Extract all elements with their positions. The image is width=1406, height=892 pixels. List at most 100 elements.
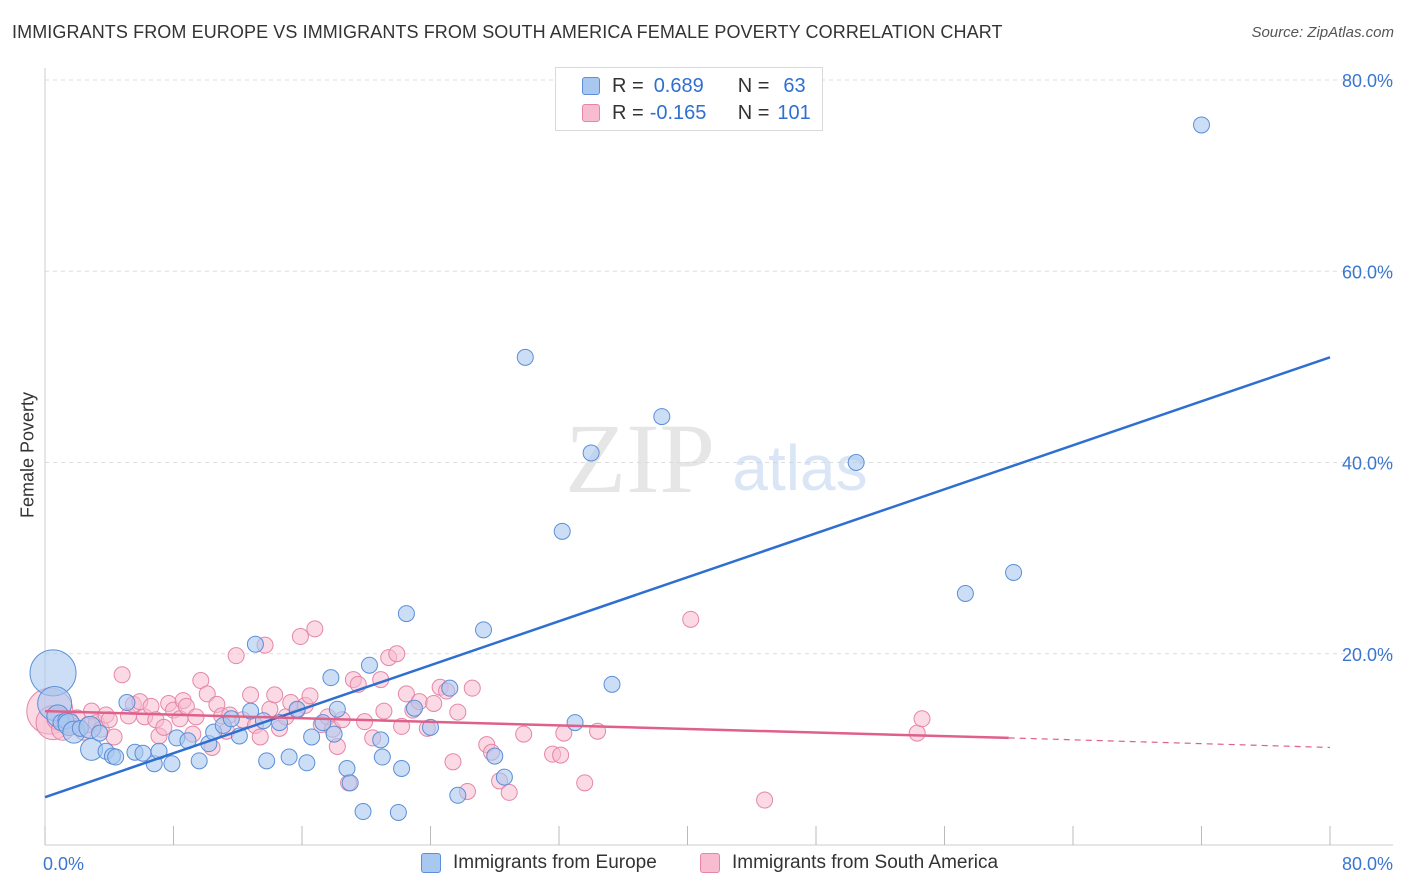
y-tick-label: 40.0%: [1342, 454, 1393, 474]
legend-item-south-america: Immigrants from South America: [700, 852, 998, 874]
r-label: R =: [612, 101, 644, 124]
south-america-point: [756, 791, 774, 809]
south-america-point: [251, 728, 269, 746]
europe-point: [389, 803, 407, 821]
europe-point: [847, 454, 865, 471]
legend-row-south-america: R = -0.165 N = 101: [582, 100, 811, 126]
n-label: N =: [737, 74, 770, 97]
n-value: 63: [783, 74, 806, 97]
south-america-point: [356, 713, 374, 731]
south-america-point: [301, 687, 319, 705]
south-america-point: [515, 725, 533, 743]
n-label: N =: [737, 101, 770, 124]
europe-point: [322, 669, 340, 687]
south-america-point: [227, 647, 245, 665]
south-america-point: [375, 702, 393, 720]
europe-point: [393, 760, 411, 777]
europe-point: [372, 731, 390, 749]
south-america-trend-extension: [1008, 737, 1331, 749]
south-america-point: [576, 774, 594, 792]
x-tick-label: 80.0%: [1342, 854, 1393, 874]
europe-point: [91, 724, 109, 742]
y-tick-label: 80.0%: [1342, 71, 1393, 91]
europe-point: [242, 702, 260, 720]
south-america-point: [444, 753, 462, 771]
legend-row-europe: R = 0.689 N = 63: [582, 73, 806, 99]
europe-point: [495, 768, 513, 786]
europe-points-layer: [29, 116, 1210, 821]
watermark: ZIP atlas: [565, 403, 868, 514]
south-america-legend-label: Immigrants from South America: [732, 852, 999, 873]
europe-point: [341, 774, 359, 792]
europe-point: [246, 635, 264, 653]
south-america-point: [306, 620, 324, 638]
europe-legend-label: Immigrants from Europe: [453, 852, 657, 873]
south-america-point: [105, 728, 123, 746]
n-value: 101: [777, 101, 811, 124]
south-america-point: [500, 783, 518, 801]
europe-swatch: [582, 77, 600, 95]
south-america-trend-line: [44, 709, 1009, 740]
correlation-legend: R = 0.689 N = 63 R = -0.165 N = 101: [555, 67, 823, 131]
europe-point: [553, 522, 571, 540]
europe-point: [449, 786, 467, 804]
south-america-swatch: [700, 853, 720, 873]
europe-point: [516, 348, 534, 366]
europe-point: [405, 699, 423, 717]
south-america-point: [242, 686, 260, 704]
europe-point: [354, 803, 372, 821]
south-america-point: [913, 710, 931, 728]
south-america-point: [397, 685, 415, 703]
watermark-atlas: atlas: [732, 432, 867, 504]
europe-point: [956, 585, 974, 603]
europe-trend-line: [44, 356, 1331, 799]
europe-point: [280, 748, 298, 766]
europe-point: [397, 605, 415, 623]
europe-point: [303, 728, 321, 746]
europe-point: [328, 700, 346, 718]
europe-point: [1005, 563, 1023, 581]
south-america-point: [113, 666, 131, 684]
legend-item-europe: Immigrants from Europe: [421, 852, 657, 874]
europe-point: [360, 656, 378, 674]
europe-point: [486, 747, 504, 765]
tick-labels-layer: 20.0% 40.0% 60.0% 80.0% 0.0% 80.0%: [43, 71, 1393, 874]
trend-layer: [44, 356, 1331, 799]
europe-point: [338, 760, 356, 777]
south-america-point: [682, 610, 700, 628]
r-value: -0.165: [649, 101, 707, 124]
europe-swatch: [421, 853, 441, 873]
europe-point: [373, 748, 391, 766]
south-america-point: [393, 717, 411, 735]
south-america-point: [291, 628, 309, 646]
r-label: R =: [612, 74, 644, 97]
europe-point: [441, 679, 459, 697]
south-america-point: [266, 686, 284, 704]
europe-point: [258, 752, 276, 770]
chart-source: Source: ZipAtlas.com: [1251, 24, 1394, 41]
sa-points-layer: [26, 610, 931, 809]
europe-point: [1193, 116, 1210, 134]
europe-point: [566, 714, 584, 732]
europe-point: [190, 752, 208, 770]
south-america-point: [463, 679, 481, 697]
grid-layer: [45, 79, 1393, 655]
r-value: 0.689: [653, 74, 704, 97]
south-america-swatch: [582, 104, 600, 122]
europe-point: [582, 444, 600, 462]
europe-point: [422, 718, 439, 736]
south-america-point: [425, 694, 443, 712]
europe-point: [298, 754, 316, 772]
south-america-point: [449, 703, 467, 721]
south-america-point: [198, 685, 216, 703]
south-america-point: [388, 645, 406, 663]
europe-point: [325, 725, 343, 743]
europe-point: [222, 710, 240, 728]
south-america-point: [908, 724, 926, 742]
europe-point: [475, 621, 493, 639]
y-tick-label: 60.0%: [1342, 262, 1393, 282]
y-tick-label: 20.0%: [1342, 645, 1393, 665]
chart-title: IMMIGRANTS FROM EUROPE VS IMMIGRANTS FRO…: [12, 22, 1003, 42]
x-tick-label: 0.0%: [43, 854, 84, 874]
